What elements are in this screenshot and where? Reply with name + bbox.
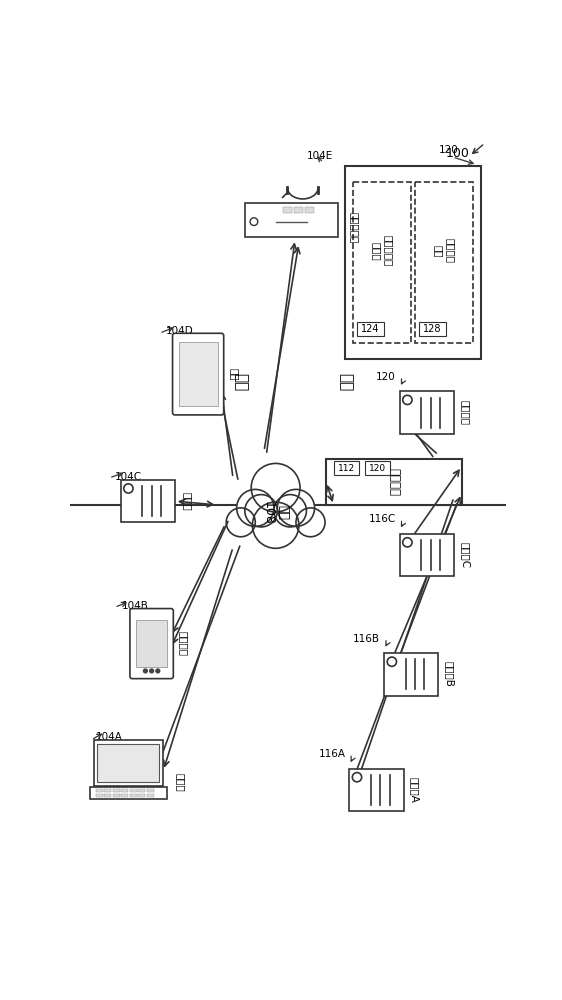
Text: 流量速率
缓和: 流量速率 缓和 [433,238,455,263]
Circle shape [237,489,274,526]
Bar [130,789,137,792]
Text: 104D: 104D [166,326,193,336]
Bar [96,789,103,792]
Text: 服务器A: 服务器A [410,777,420,803]
Bar [353,182,411,343]
Text: 平板: 平板 [229,368,239,380]
Bar [384,653,438,696]
Circle shape [251,463,300,512]
Bar [121,789,128,792]
Text: 104E: 104E [307,151,333,161]
Bar [121,794,128,797]
Bar [415,182,473,343]
Bar [283,207,292,213]
Bar [89,787,167,799]
Text: 116B: 116B [353,634,380,644]
Text: 外部: 外部 [233,373,248,391]
Bar [93,740,163,786]
Bar [346,166,481,359]
Text: 120: 120 [369,464,386,473]
Circle shape [226,508,255,537]
Bar [244,203,338,237]
Text: 116C: 116C [369,514,396,524]
Bar [136,620,167,667]
Text: 智能电话: 智能电话 [179,631,189,656]
Bar [400,534,454,576]
Text: 120: 120 [438,145,459,155]
Text: 124: 124 [361,324,379,334]
Bar [130,794,137,797]
Bar [334,461,359,475]
Bar [179,342,217,406]
Text: 服务器C: 服务器C [460,542,470,568]
Bar [349,769,404,811]
Text: 104A: 104A [96,732,123,742]
Text: 网络
108: 网络 108 [262,501,289,525]
Bar [326,459,461,505]
Bar [147,794,154,797]
Text: 116A: 116A [319,749,346,759]
Bar [357,322,384,336]
Circle shape [252,502,299,548]
Circle shape [143,669,147,673]
Circle shape [274,495,306,527]
Circle shape [156,669,160,673]
Text: 网络设备: 网络设备 [387,468,400,496]
Text: 服务器: 服务器 [183,492,193,511]
Bar [97,744,160,782]
Text: 120: 120 [376,372,396,382]
Circle shape [245,495,278,527]
Bar [147,789,154,792]
Text: 104B: 104B [122,601,149,611]
FancyBboxPatch shape [173,333,224,415]
Bar [294,207,303,213]
Bar [121,480,175,522]
Text: 会话成熟度
跟踪器: 会话成熟度 跟踪器 [371,235,393,267]
Bar [105,794,111,797]
Text: 服务器B: 服务器B [445,661,455,687]
Bar [113,789,120,792]
Circle shape [278,489,315,526]
Bar [365,461,389,475]
Text: 100: 100 [446,147,469,160]
Text: 112: 112 [338,464,355,473]
Bar [113,794,120,797]
Bar [96,794,103,797]
Text: 128: 128 [423,324,441,334]
Text: 计算设备: 计算设备 [460,400,470,425]
Circle shape [296,508,325,537]
Bar [419,322,446,336]
FancyBboxPatch shape [130,609,173,679]
Bar [105,789,111,792]
Text: 客户端: 客户端 [175,773,185,792]
Text: 游戏控制台: 游戏控制台 [349,212,359,243]
Bar [305,207,314,213]
Text: 内部: 内部 [338,373,353,391]
Circle shape [149,669,153,673]
Bar [138,789,146,792]
Bar [138,794,146,797]
Text: 104C: 104C [115,472,142,482]
Bar [400,391,454,434]
